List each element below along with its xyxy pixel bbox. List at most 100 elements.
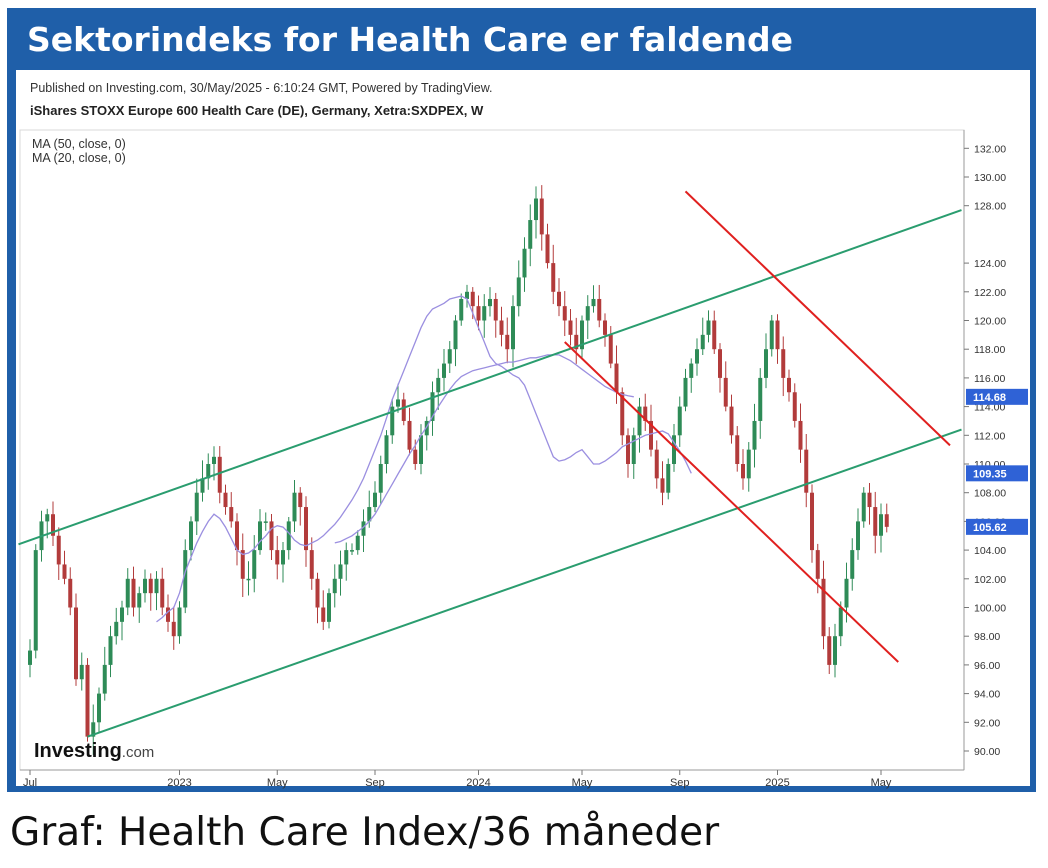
candle-body	[723, 377, 728, 407]
y-tick-label: 96.00	[974, 660, 1000, 672]
candle-body	[810, 492, 814, 551]
candle-body	[269, 521, 274, 551]
channel-red-lower	[564, 341, 899, 663]
caption: Graf: Health Care Index/36 måneder	[10, 810, 720, 855]
candle-body	[718, 349, 722, 378]
candle-body	[631, 435, 636, 464]
candle-body	[183, 550, 188, 608]
candle-body	[545, 234, 550, 264]
candle-body	[700, 334, 705, 350]
moving-averages	[156, 295, 692, 623]
candle-body	[332, 578, 337, 594]
candle-body	[28, 650, 32, 665]
x-tick-label: May	[572, 777, 593, 789]
candle-body	[850, 550, 855, 579]
price-tag-label: 105.62	[973, 522, 1007, 534]
ma20-line	[156, 295, 692, 623]
candle-body	[488, 298, 492, 307]
y-tick-label: 112.00	[974, 430, 1005, 442]
candle-body	[51, 514, 55, 536]
candle-body	[378, 464, 383, 493]
candle-body	[585, 306, 590, 321]
x-tick-label: May	[871, 777, 892, 789]
candle-body	[741, 464, 745, 479]
candle-body	[551, 263, 556, 292]
candle-body	[522, 248, 527, 278]
y-tick-label: 130.00	[974, 172, 1006, 184]
x-tick-label: Jul	[23, 777, 37, 789]
candle-body	[200, 478, 205, 493]
chart-panel	[16, 70, 1030, 786]
plot-area	[19, 129, 965, 771]
candle-body	[695, 349, 699, 364]
candle-body	[620, 392, 625, 436]
candle-body	[97, 693, 101, 723]
candle-body	[114, 621, 119, 637]
candle-body	[792, 392, 797, 421]
candle-body	[666, 464, 671, 493]
published-line: Published on Investing.com, 30/May/2025 …	[30, 81, 493, 95]
candle-body	[493, 298, 498, 321]
candle-body	[459, 298, 464, 321]
candle-body	[384, 435, 389, 464]
candle-body	[879, 514, 883, 536]
price-tag-label: 114.68	[973, 392, 1006, 404]
y-tick-label: 94.00	[974, 689, 1000, 701]
y-tick-label: 132.00	[974, 143, 1006, 155]
candle-body	[752, 420, 757, 450]
y-tick-label: 108.00	[974, 488, 1006, 500]
candle-body	[74, 607, 78, 680]
candle-body	[263, 521, 268, 523]
candle-body	[637, 406, 642, 436]
candle-body	[614, 363, 619, 393]
y-tick-label: 100.00	[974, 603, 1006, 615]
candle-body	[580, 320, 584, 350]
x-tick-label: Sep	[670, 777, 690, 789]
candle-body	[654, 449, 659, 479]
y-tick-label: 118.00	[974, 344, 1005, 356]
y-tick-label: 120.00	[974, 316, 1006, 328]
candle-body	[108, 636, 113, 665]
x-tick-label: Sep	[365, 777, 385, 789]
candle-body	[235, 521, 239, 551]
channel-green-upper	[18, 209, 962, 546]
candle-body	[154, 578, 159, 594]
candle-body	[499, 320, 504, 335]
investing-logo: Investing.com	[34, 740, 154, 762]
candle-body	[327, 593, 331, 622]
candle-body	[344, 550, 349, 565]
x-tick-label: 2025	[765, 777, 789, 789]
candle-body	[430, 392, 435, 421]
candle-body	[252, 550, 257, 579]
candle-body	[534, 198, 538, 221]
candle-body	[281, 550, 285, 565]
candle-body	[56, 535, 61, 565]
candle-body	[396, 399, 400, 407]
candle-body	[821, 578, 826, 637]
y-tick-label: 92.00	[974, 717, 1000, 729]
candle-body	[591, 298, 596, 307]
y-tick-label: 116.00	[974, 373, 1005, 385]
candle-body	[838, 607, 843, 637]
candle-body	[442, 363, 446, 378]
candle-body	[873, 507, 878, 536]
y-tick-label: 128.00	[974, 201, 1006, 213]
candle-body	[516, 277, 521, 307]
candle-body	[189, 521, 193, 551]
candle-body	[815, 550, 820, 579]
legend-ma50: MA (50, close, 0)	[32, 137, 126, 151]
candle-body	[286, 521, 291, 551]
y-tick-label: 90.00	[974, 746, 1000, 758]
candle-body	[258, 521, 262, 551]
candle-body	[476, 306, 481, 321]
candle-body	[861, 492, 866, 522]
candle-body	[131, 578, 136, 608]
candle-body	[85, 664, 90, 737]
candle-body	[33, 550, 38, 651]
candle-body	[321, 607, 326, 622]
x-tick-label: 2024	[466, 777, 490, 789]
y-tick-label: 104.00	[974, 545, 1006, 557]
price-tag	[966, 465, 1028, 482]
candle-body	[45, 514, 50, 522]
candle-body	[355, 535, 360, 551]
